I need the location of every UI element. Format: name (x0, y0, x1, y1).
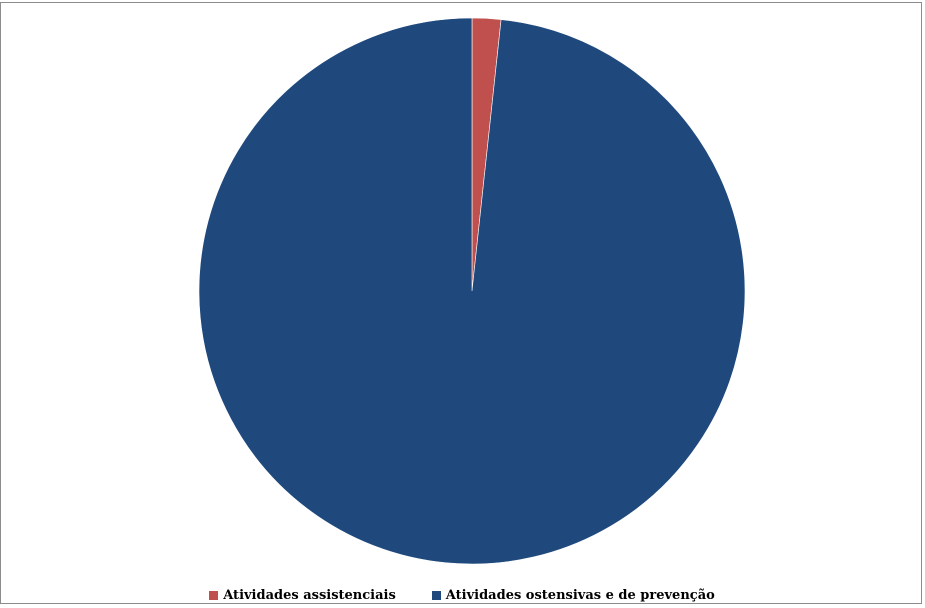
pie-chart (198, 17, 746, 565)
legend-swatch-assistenciais (209, 590, 219, 600)
slice-ostensivas (198, 17, 746, 565)
legend: Atividades assistenciais Atividades oste… (1, 585, 923, 605)
legend-swatch-ostensivas (431, 590, 441, 600)
legend-label-ostensivas: Atividades ostensivas e de prevenção (445, 587, 715, 603)
legend-label-assistenciais: Atividades assistenciais (223, 587, 396, 603)
legend-item-assistenciais: Atividades assistenciais (209, 588, 396, 603)
legend-item-ostensivas: Atividades ostensivas e de prevenção (431, 587, 715, 603)
